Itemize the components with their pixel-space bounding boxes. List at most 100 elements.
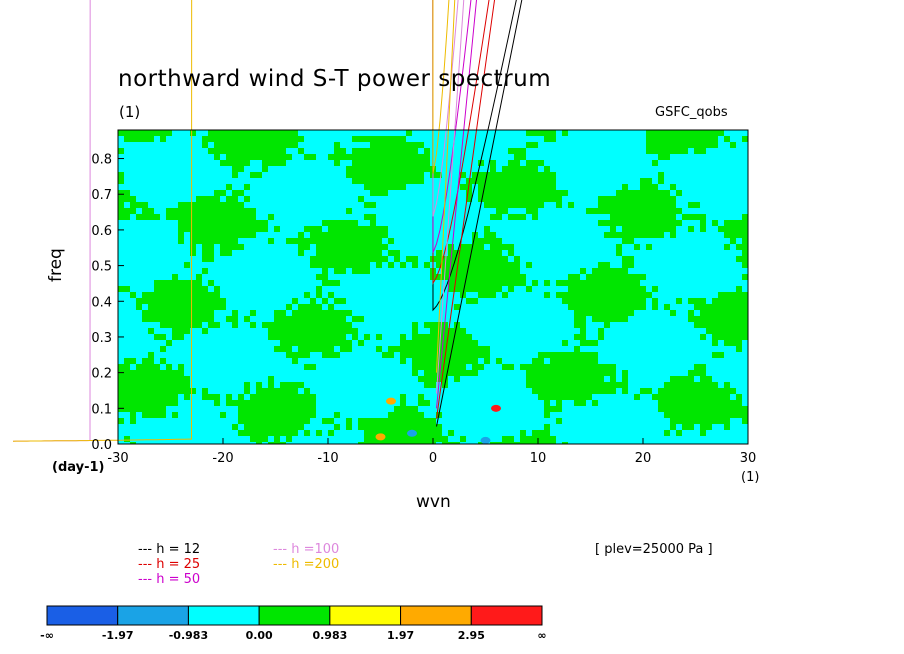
field-cell — [676, 220, 682, 226]
field-cell — [328, 292, 334, 298]
field-cell — [712, 400, 718, 406]
field-cell — [412, 160, 418, 166]
field-cell — [436, 250, 442, 256]
field-cell — [532, 184, 538, 190]
field-cell — [598, 280, 604, 286]
field-cell — [700, 214, 706, 220]
field-cell — [580, 364, 586, 370]
field-cell — [484, 262, 490, 268]
field-cell — [382, 160, 388, 166]
field-cell — [448, 280, 454, 286]
field-cell — [346, 208, 352, 214]
field-cell — [286, 328, 292, 334]
field-cell — [430, 358, 436, 364]
field-cell — [280, 334, 286, 340]
field-cell — [184, 286, 190, 292]
field-cell — [490, 160, 496, 166]
field-cell — [118, 130, 124, 136]
field-cell — [250, 154, 256, 160]
field-cell — [328, 346, 334, 352]
field-cell — [190, 226, 196, 232]
field-cell — [208, 238, 214, 244]
field-cell — [280, 316, 286, 322]
field-cell — [196, 286, 202, 292]
field-cell — [232, 424, 238, 430]
field-cell — [352, 328, 358, 334]
field-cell — [460, 346, 466, 352]
field-cell — [742, 316, 748, 322]
field-cell — [322, 328, 328, 334]
field-cell — [568, 304, 574, 310]
field-cell — [514, 214, 520, 220]
field-cell — [454, 328, 460, 334]
field-cell — [664, 220, 670, 226]
field-cell — [388, 184, 394, 190]
field-cell — [508, 250, 514, 256]
field-cell — [196, 280, 202, 286]
field-cell — [292, 142, 298, 148]
field-cell — [142, 394, 148, 400]
field-cell — [538, 184, 544, 190]
field-cell — [166, 130, 172, 136]
field-cell — [388, 424, 394, 430]
field-cell — [424, 376, 430, 382]
field-cell — [202, 136, 208, 142]
field-cell — [460, 280, 466, 286]
field-cell — [220, 214, 226, 220]
field-cell — [556, 388, 562, 394]
field-cell — [256, 388, 262, 394]
field-cell — [688, 394, 694, 400]
field-cell — [244, 142, 250, 148]
field-cell — [718, 418, 724, 424]
field-cell — [742, 214, 748, 220]
field-cell — [394, 436, 400, 442]
field-cell — [184, 214, 190, 220]
field-cell — [328, 328, 334, 334]
field-cell — [214, 322, 220, 328]
field-cell — [442, 370, 448, 376]
field-cell — [400, 148, 406, 154]
field-cell — [118, 178, 124, 184]
field-cell — [304, 322, 310, 328]
field-cell — [244, 136, 250, 142]
field-cell — [730, 400, 736, 406]
field-cell — [574, 310, 580, 316]
field-cell — [514, 178, 520, 184]
field-cell — [298, 136, 304, 142]
field-cell — [508, 364, 514, 370]
field-cell — [544, 376, 550, 382]
field-cell — [514, 280, 520, 286]
field-cell — [622, 310, 628, 316]
field-cell — [676, 298, 682, 304]
field-cell — [328, 226, 334, 232]
field-cell — [574, 298, 580, 304]
field-cell — [196, 238, 202, 244]
field-cell — [502, 274, 508, 280]
field-cell — [706, 424, 712, 430]
field-cell — [262, 226, 268, 232]
field-cell — [532, 172, 538, 178]
field-cell — [550, 406, 556, 412]
field-cell — [148, 412, 154, 418]
field-cell — [412, 340, 418, 346]
field-cell — [292, 334, 298, 340]
field-cell — [562, 298, 568, 304]
field-cell — [358, 340, 364, 346]
field-cell — [298, 394, 304, 400]
field-cell — [214, 226, 220, 232]
field-cell — [268, 400, 274, 406]
field-cell — [388, 172, 394, 178]
field-cell — [226, 142, 232, 148]
field-cell — [352, 268, 358, 274]
field-cell — [538, 202, 544, 208]
field-cell — [184, 208, 190, 214]
field-cell — [184, 328, 190, 334]
field-cell — [616, 268, 622, 274]
field-cell — [430, 370, 436, 376]
field-cell — [250, 214, 256, 220]
field-cell — [670, 394, 676, 400]
field-cell — [562, 442, 568, 444]
field-cell — [286, 400, 292, 406]
field-cell — [304, 430, 310, 436]
field-cell — [718, 388, 724, 394]
